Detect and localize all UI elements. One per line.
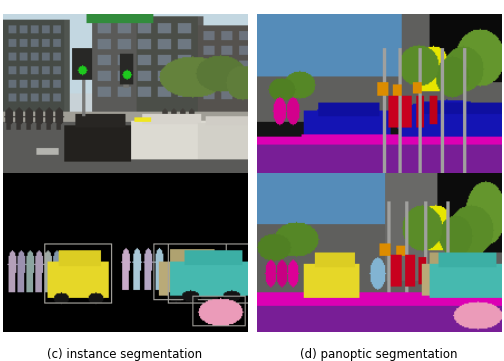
Text: (d) panoptic segmentation: (d) panoptic segmentation [300, 348, 458, 361]
Text: (a) image: (a) image [96, 189, 153, 202]
Text: (c) instance segmentation: (c) instance segmentation [47, 348, 203, 361]
Text: (b) semantic segmentation: (b) semantic segmentation [299, 189, 459, 202]
